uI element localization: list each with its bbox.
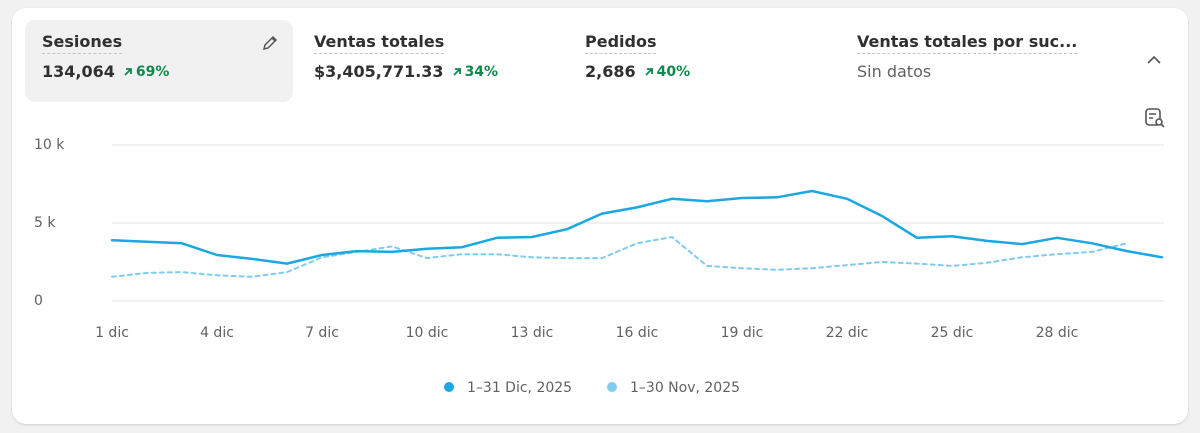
x-tick-label: 13 dic bbox=[511, 325, 554, 341]
collapse-icon[interactable] bbox=[1145, 53, 1163, 67]
metric-value: $3,405,771.33 bbox=[314, 62, 444, 81]
chart-options-icon[interactable] bbox=[1144, 107, 1166, 129]
metric-tile[interactable]: Ventas totales $3,405,771.33 34% bbox=[297, 20, 565, 102]
y-tick-label: 5 k bbox=[34, 215, 56, 231]
metric-tile[interactable]: Sesiones 134,064 69% bbox=[25, 20, 293, 102]
legend-label: 1–30 Nov, 2025 bbox=[630, 380, 740, 396]
metric-title: Pedidos bbox=[585, 32, 657, 54]
x-tick-label: 22 dic bbox=[826, 325, 869, 341]
x-tick-label: 1 dic bbox=[95, 325, 129, 341]
x-tick-label: 10 dic bbox=[406, 325, 449, 341]
x-tick-label: 16 dic bbox=[616, 325, 659, 341]
metric-title: Ventas totales bbox=[314, 32, 445, 54]
metric-title: Sesiones bbox=[42, 32, 123, 54]
legend-marker bbox=[607, 382, 617, 392]
metric-change: 34% bbox=[464, 63, 499, 80]
metric-value: 134,064 bbox=[42, 62, 115, 81]
edit-icon[interactable] bbox=[261, 34, 279, 52]
metric-change: 69% bbox=[135, 63, 170, 80]
legend-marker bbox=[444, 382, 454, 392]
x-tick-label: 28 dic bbox=[1036, 325, 1079, 341]
legend-label: 1–31 Dic, 2025 bbox=[467, 380, 572, 396]
y-tick-label: 0 bbox=[34, 293, 43, 309]
y-tick-label: 10 k bbox=[34, 137, 65, 153]
metric-value: 2,686 bbox=[585, 62, 636, 81]
metric-change: 40% bbox=[656, 63, 691, 80]
metric-title: Ventas totales por suc... bbox=[857, 32, 1078, 54]
x-tick-label: 19 dic bbox=[721, 325, 764, 341]
series-line bbox=[110, 189, 1164, 265]
x-tick-label: 25 dic bbox=[931, 325, 974, 341]
metric-value: Sin datos bbox=[857, 62, 932, 81]
x-tick-label: 7 dic bbox=[305, 325, 339, 341]
series-line bbox=[111, 236, 1128, 278]
x-tick-label: 4 dic bbox=[200, 325, 234, 341]
metric-tile[interactable]: Pedidos 2,686 40% bbox=[568, 20, 836, 102]
metric-tile[interactable]: Ventas totales por suc... Sin datos bbox=[840, 20, 1108, 102]
